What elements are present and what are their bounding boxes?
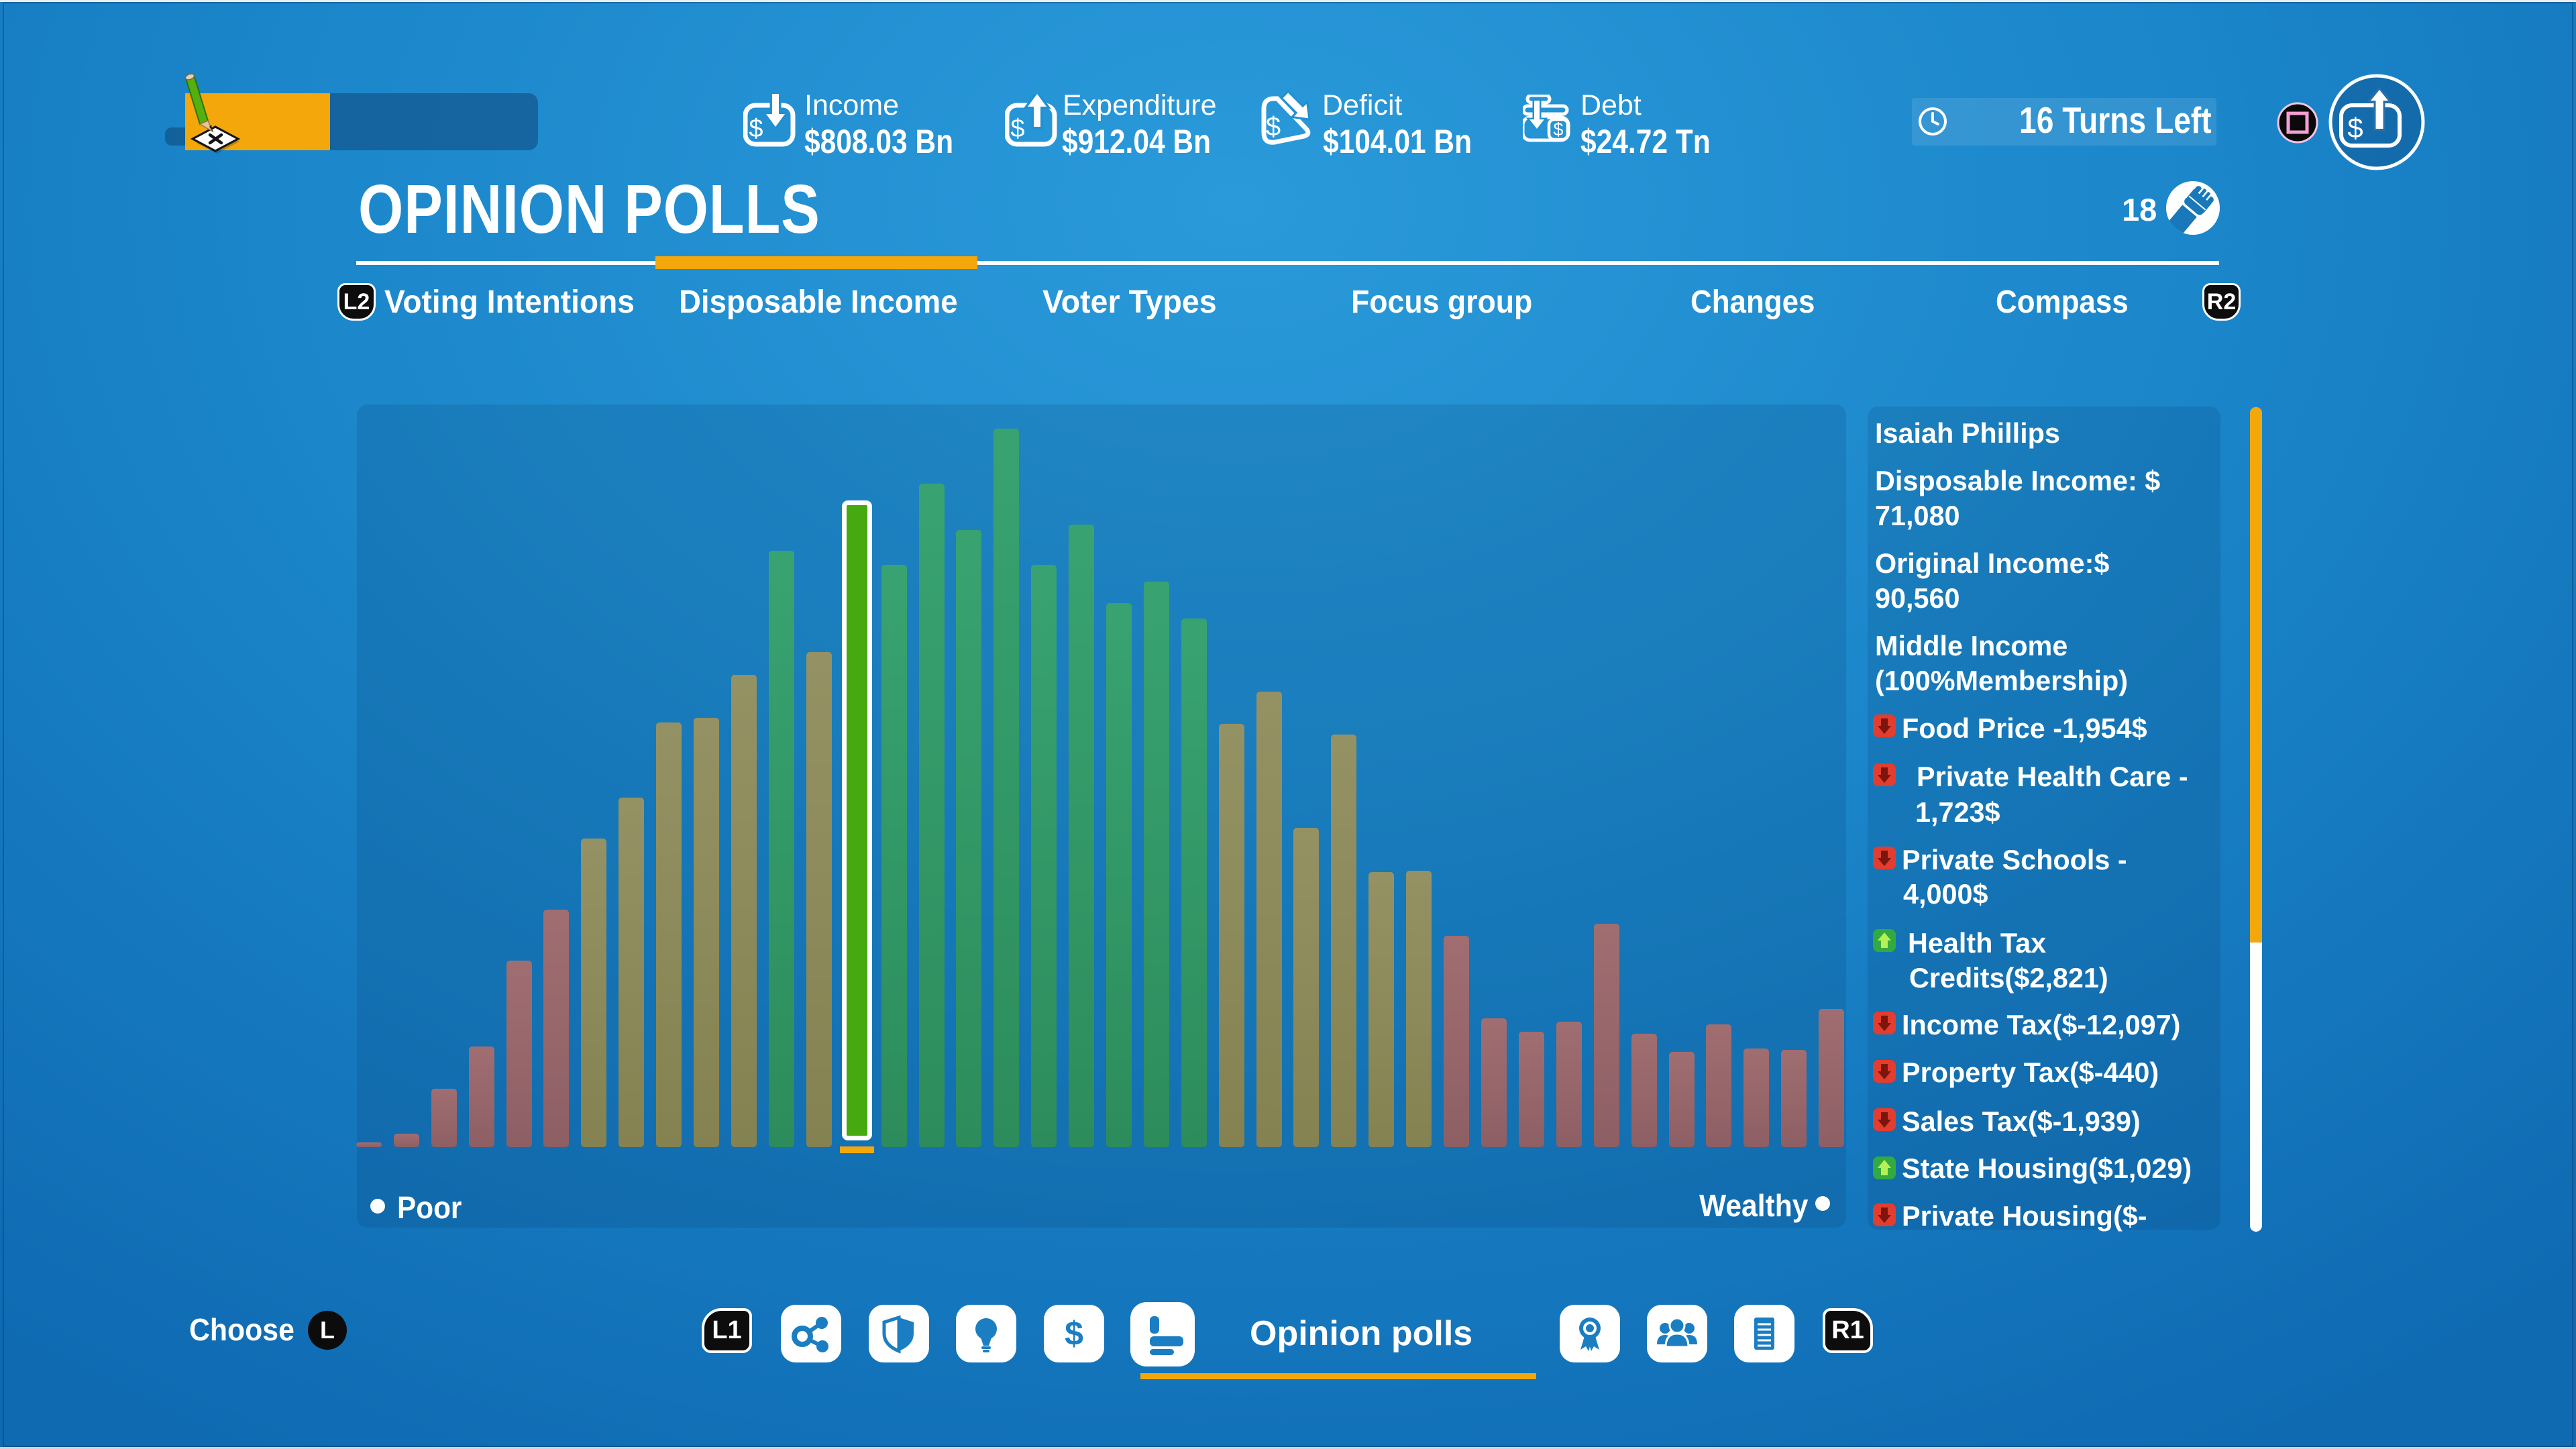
svg-text:$: $ <box>749 115 763 143</box>
svg-text:$: $ <box>1065 1315 1083 1352</box>
svg-text:$: $ <box>1553 119 1563 140</box>
svg-text:$: $ <box>2347 112 2363 144</box>
svg-text:$: $ <box>1266 112 1281 142</box>
svg-text:$: $ <box>1010 115 1024 143</box>
